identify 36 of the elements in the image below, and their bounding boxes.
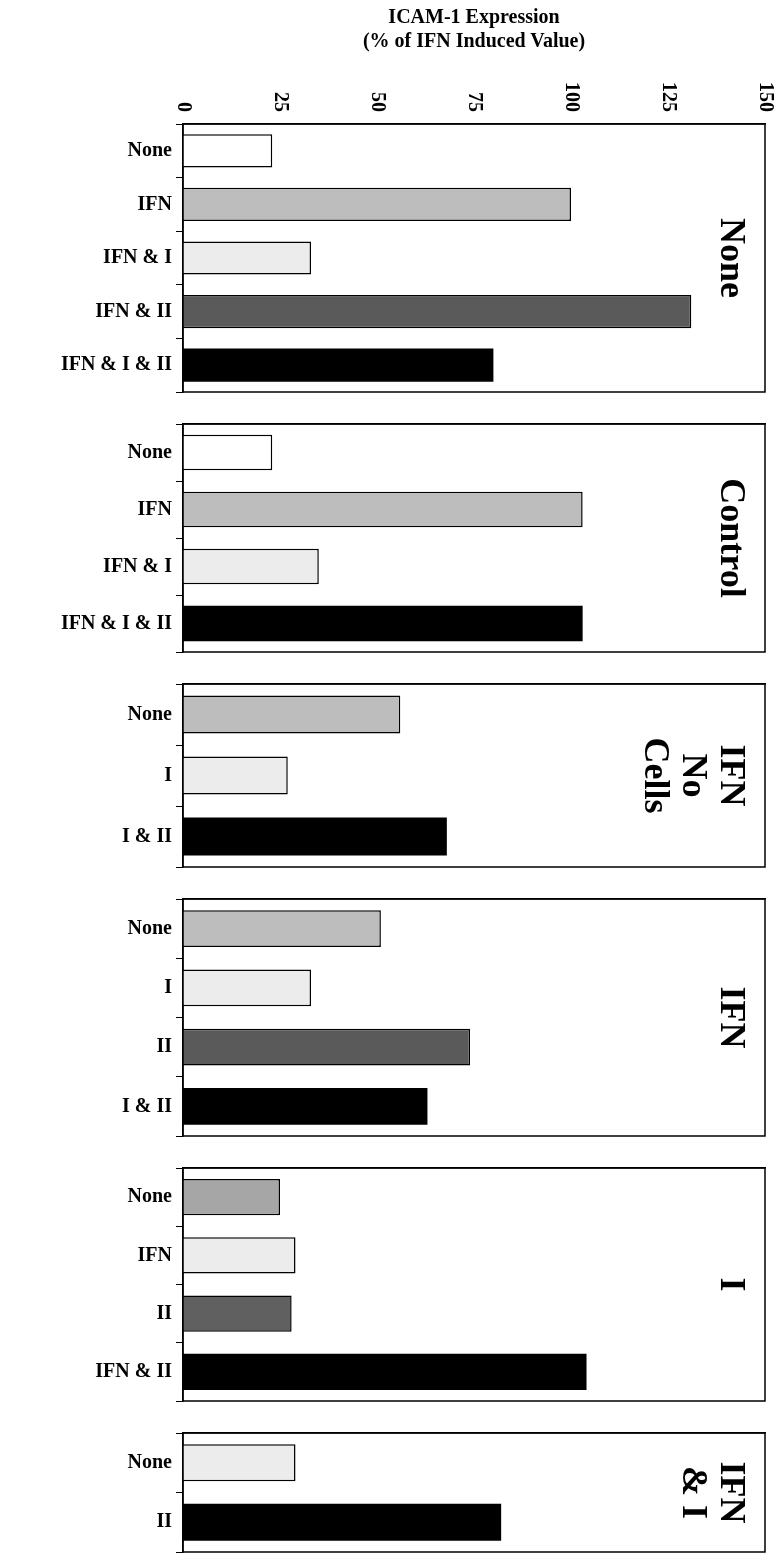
x-tick-label: 0 xyxy=(173,102,196,112)
y-tick-label: None xyxy=(127,915,173,938)
y-tick-label: IFN & II xyxy=(95,298,173,321)
annotation: IFN & I xyxy=(674,1461,753,1524)
y-tick-label: IFN xyxy=(137,496,173,519)
y-tick-label: IFN xyxy=(137,1242,173,1265)
y-tick-label: II xyxy=(156,1509,173,1532)
annotation: None xyxy=(712,218,753,299)
x-tick-label: 150 xyxy=(755,82,775,112)
annotation: Control xyxy=(712,478,753,598)
y-tick-label: II xyxy=(156,1034,173,1057)
y-tick-label: I & II xyxy=(121,823,173,846)
y-tick-label: IFN & I xyxy=(103,245,173,268)
x-tick-label: 75 xyxy=(464,92,487,112)
x-tick-label: 25 xyxy=(270,92,293,112)
x-tick-label: 125 xyxy=(658,82,681,112)
y-tick-label: None xyxy=(127,439,173,462)
y-tick-label: None xyxy=(127,701,173,724)
y-tick-label: I xyxy=(164,762,173,785)
y-tick-label: None xyxy=(127,1184,173,1207)
y-tick-label: IFN & I & II xyxy=(60,610,173,633)
x-tick-label: 100 xyxy=(561,82,584,112)
y-tick-label: I & II xyxy=(121,1093,173,1116)
y-tick-label: IFN & I xyxy=(103,553,173,576)
y-tick-label: IFN & I & II xyxy=(60,352,173,375)
y-tick-label: None xyxy=(127,1449,173,1472)
x-axis-title: ICAM-1 Expression (% of IFN Induced Value) xyxy=(362,5,586,53)
y-tick-label: IFN xyxy=(137,191,173,214)
y-tick-label: II xyxy=(156,1300,173,1323)
x-tick-label: 50 xyxy=(367,92,390,112)
annotation: IFN xyxy=(712,986,753,1049)
y-tick-label: None xyxy=(127,137,173,160)
y-tick-label: IFN & II xyxy=(95,1359,173,1382)
annotation: IFN No Cells xyxy=(636,737,753,814)
annotation: I xyxy=(712,1277,753,1292)
y-tick-label: I xyxy=(164,975,173,998)
